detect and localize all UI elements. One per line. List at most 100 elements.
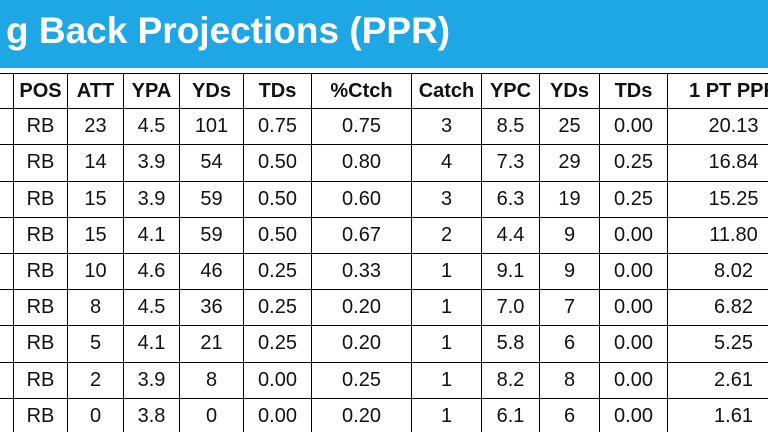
table-cell: 59 (180, 181, 244, 218)
table-cell: RB (14, 109, 68, 146)
table-cell: 0.00 (600, 362, 668, 399)
table-cell: 29 (540, 145, 600, 182)
table-cell: 7.0 (482, 290, 540, 327)
table-cell: RB (14, 290, 68, 327)
table-cell: 8 (540, 362, 600, 399)
table-cell: 0.67 (312, 217, 412, 254)
table-cell: 9 (540, 254, 600, 291)
table-cell: 0.25 (600, 181, 668, 218)
table-cell: 0.75 (312, 109, 412, 146)
table-cell: 3 (412, 109, 482, 146)
table-cell: 16.84 (668, 145, 768, 182)
table-cell: 5.8 (482, 326, 540, 363)
column-header: 1 PT PPR (668, 73, 768, 110)
table-cell (0, 109, 14, 146)
table-cell: 23 (68, 109, 124, 146)
table-cell: 0.25 (244, 290, 312, 327)
table-cell: 1 (412, 362, 482, 399)
table-cell: 10 (68, 254, 124, 291)
table-cell: 8 (180, 362, 244, 399)
table-cell: 46 (180, 254, 244, 291)
table-cell: 11.80 (668, 218, 768, 254)
table-cell: 0.20 (312, 398, 412, 432)
table-cell: 0.00 (600, 398, 668, 432)
column-header: YDs (540, 73, 600, 110)
table-cell: 1 (412, 254, 482, 291)
table-cell: 7.3 (482, 145, 540, 182)
table-cell: 2.61 (668, 363, 768, 399)
table-cell: 1 (412, 326, 482, 363)
table-cell: 3 (412, 181, 482, 218)
table-cell: 0.60 (312, 181, 412, 218)
table-cell: 54 (180, 145, 244, 182)
table-cell (0, 254, 14, 291)
table-cell: RB (14, 326, 68, 363)
table-cell: 0.50 (244, 181, 312, 218)
column-header: ATT (68, 73, 124, 110)
table-cell: RB (14, 362, 68, 399)
table-cell: 6.3 (482, 181, 540, 218)
table-cell (0, 362, 14, 399)
title: g Back Projections (PPR) (6, 10, 451, 51)
table-cell: 0.00 (600, 290, 668, 327)
table-cell: 0.50 (244, 145, 312, 182)
table-cell: RB (14, 145, 68, 182)
table-cell: 8.02 (668, 254, 768, 291)
table-cell: 5 (68, 326, 124, 363)
table-cell: 4.6 (124, 254, 180, 291)
table-cell (0, 290, 14, 327)
table-cell: 1 (412, 398, 482, 432)
table-cell: 0.25 (312, 362, 412, 399)
table-cell: 14 (68, 145, 124, 182)
table-cell: RB (14, 181, 68, 218)
table-cell: 19 (540, 181, 600, 218)
table-cell: 0.33 (312, 254, 412, 291)
column-header: YPC (482, 73, 540, 110)
table-cell: 20.13 (668, 109, 768, 146)
column-header: TDs (244, 73, 312, 110)
column-header: Catch (412, 73, 482, 110)
table-cell: 8.5 (482, 109, 540, 146)
table-cell: 6 (540, 398, 600, 432)
table-cell: 7 (540, 290, 600, 327)
column-header: POS (14, 73, 68, 110)
table-cell: 3.9 (124, 362, 180, 399)
table-cell: 1.61 (668, 399, 768, 432)
table-cell: 8.2 (482, 362, 540, 399)
table-cell: 2 (412, 217, 482, 254)
table-cell: 4 (412, 145, 482, 182)
table-cell: RB (14, 398, 68, 432)
table-cell: 0.25 (600, 145, 668, 182)
table-cell: 9 (540, 217, 600, 254)
table-cell: 0.80 (312, 145, 412, 182)
table-cell: 5.25 (668, 326, 768, 363)
table-cell: 0.25 (244, 326, 312, 363)
table-cell: 0 (68, 398, 124, 432)
table-cell: 2 (68, 362, 124, 399)
table-cell: 4.5 (124, 290, 180, 327)
table-cell: 0.00 (600, 254, 668, 291)
column-header: YDs (180, 73, 244, 110)
table-cell (0, 217, 14, 254)
table-cell: 0.00 (600, 326, 668, 363)
table-cell: 3.9 (124, 145, 180, 182)
table-cell: 0.20 (312, 290, 412, 327)
table-cell: 0.25 (244, 254, 312, 291)
table-cell (0, 326, 14, 363)
table-cell (0, 398, 14, 432)
title-bar: g Back Projections (PPR) (0, 0, 768, 68)
table-cell: RB (14, 217, 68, 254)
column-header: E (0, 73, 14, 110)
table-cell: 4.4 (482, 217, 540, 254)
table-cell: 6 (540, 326, 600, 363)
table-cell: 0.75 (244, 109, 312, 146)
table-cell: 4.1 (124, 217, 180, 254)
table-cell: 0.50 (244, 217, 312, 254)
table-cell: 0.00 (600, 217, 668, 254)
column-header: YPA (124, 73, 180, 110)
table-cell: 8 (68, 290, 124, 327)
table-cell (0, 181, 14, 218)
table-cell: 0.00 (244, 398, 312, 432)
column-header: TDs (600, 73, 668, 110)
table-cell: RB (14, 254, 68, 291)
